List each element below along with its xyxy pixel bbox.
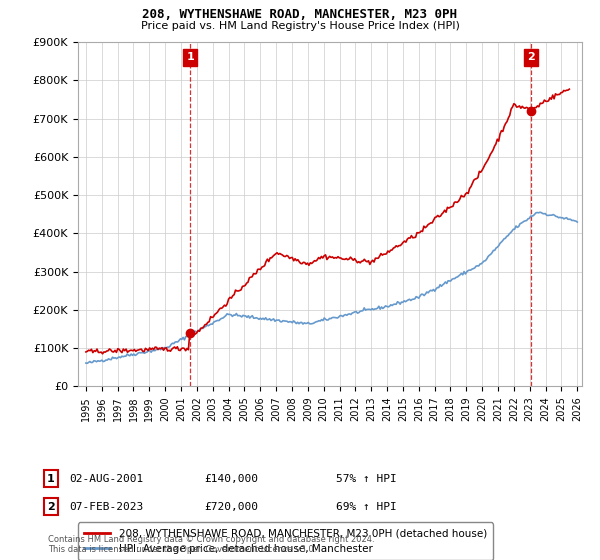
- Text: £140,000: £140,000: [204, 474, 258, 484]
- Text: 2: 2: [527, 52, 535, 62]
- Text: £720,000: £720,000: [204, 502, 258, 512]
- Text: Price paid vs. HM Land Registry's House Price Index (HPI): Price paid vs. HM Land Registry's House …: [140, 21, 460, 31]
- Text: 2: 2: [47, 502, 55, 512]
- Text: 57% ↑ HPI: 57% ↑ HPI: [336, 474, 397, 484]
- Text: 02-AUG-2001: 02-AUG-2001: [69, 474, 143, 484]
- Text: 1: 1: [47, 474, 55, 484]
- Legend: 208, WYTHENSHAWE ROAD, MANCHESTER, M23 0PH (detached house), HPI: Average price,: 208, WYTHENSHAWE ROAD, MANCHESTER, M23 0…: [78, 522, 493, 560]
- Text: 208, WYTHENSHAWE ROAD, MANCHESTER, M23 0PH: 208, WYTHENSHAWE ROAD, MANCHESTER, M23 0…: [143, 8, 458, 21]
- Text: 69% ↑ HPI: 69% ↑ HPI: [336, 502, 397, 512]
- Text: Contains HM Land Registry data © Crown copyright and database right 2024.
This d: Contains HM Land Registry data © Crown c…: [48, 535, 374, 554]
- Text: 07-FEB-2023: 07-FEB-2023: [69, 502, 143, 512]
- Text: 1: 1: [187, 52, 194, 62]
